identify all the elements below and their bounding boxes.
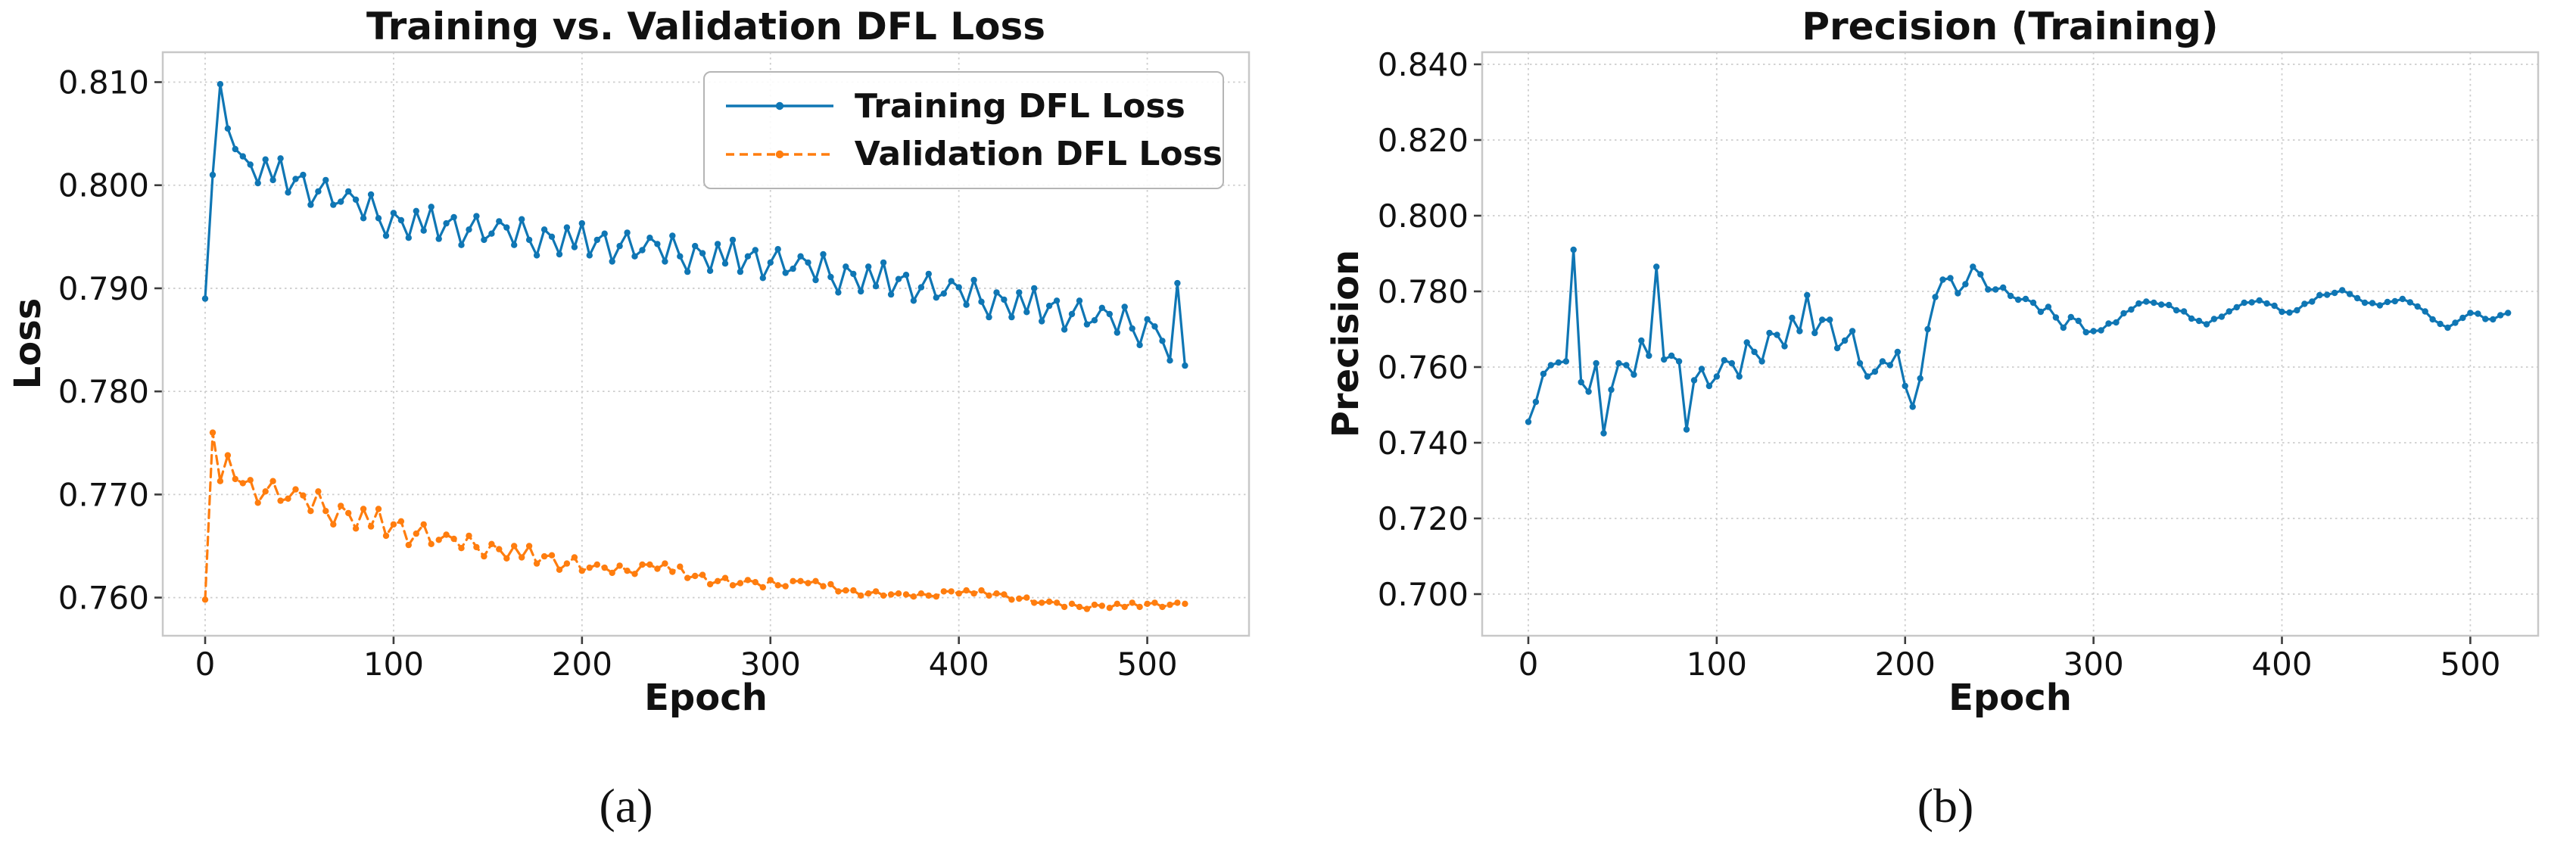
series-line-validation-dfl-loss: [204, 431, 1187, 611]
precision-y-tick-label: 0.780: [1378, 273, 1469, 310]
loss-x-tick-label: 500: [1117, 646, 1177, 683]
precision-y-tick-label: 0.840: [1378, 46, 1469, 83]
series-markers-precision: [1525, 246, 2512, 437]
loss-chart-title: Training vs. Validation DFL Loss: [366, 5, 1045, 48]
precision-y-tick-label: 0.700: [1378, 576, 1469, 613]
validation-line-swatch: [726, 150, 833, 159]
loss-legend: Training DFL Loss Validation DFL Loss: [703, 71, 1224, 189]
loss-plot-border: [161, 51, 1251, 637]
precision-x-tick-label: 0: [1519, 646, 1539, 683]
series-markers-validation-dfl-loss: [201, 429, 1188, 612]
precision-x-axis-label: Epoch: [1948, 677, 2072, 719]
legend-entry-validation: Validation DFL Loss: [723, 135, 1223, 173]
loss-x-tick-label: 100: [363, 646, 424, 683]
legend-label-validation: Validation DFL Loss: [854, 135, 1223, 174]
legend-entry-training: Training DFL Loss: [723, 87, 1223, 126]
precision-y-tick-label: 0.720: [1378, 500, 1469, 537]
training-line-swatch: [726, 101, 833, 110]
loss-y-tick-label: 0.780: [58, 373, 149, 410]
precision-chart-title: Precision (Training): [1802, 5, 2219, 48]
precision-x-tick-label: 300: [2064, 646, 2124, 683]
caption-b: (b): [1917, 779, 1974, 833]
legend-label-training: Training DFL Loss: [855, 86, 1185, 126]
loss-chart-canvas: 0 100 200 300 400 500 0.760 0.770 0.780 0.790 0.80…: [58, 51, 1251, 683]
validation-swatch-marker: [775, 150, 784, 159]
loss-y-tick-label: 0.760: [58, 580, 149, 617]
loss-y-tick-label: 0.790: [58, 270, 149, 307]
loss-y-tick-label: 0.770: [58, 476, 149, 513]
series-markers-training-dfl-loss: [201, 81, 1188, 369]
loss-x-axis-label: Epoch: [644, 677, 768, 719]
precision-y-tick-label: 0.820: [1378, 122, 1469, 159]
precision-y-tick-label: 0.740: [1378, 425, 1469, 462]
precision-x-tick-label: 400: [2251, 646, 2312, 683]
precision-chart-canvas: 0 100 200 300 400 500 0.700 0.720 0.740 0.760 0.78…: [1378, 46, 2540, 683]
precision-x-tick-label: 100: [1687, 646, 1747, 683]
loss-x-tick-label: 0: [195, 646, 216, 683]
loss-x-tick-label: 300: [740, 646, 801, 683]
loss-x-tick-label: 400: [929, 646, 989, 683]
precision-plot-border: [1481, 51, 2540, 637]
precision-y-tick-label: 0.800: [1378, 198, 1469, 235]
loss-y-axis-label: Loss: [7, 297, 49, 390]
caption-a: (a): [599, 779, 653, 833]
precision-x-tick-label: 200: [1875, 646, 1936, 683]
loss-x-tick-label: 200: [552, 646, 612, 683]
training-swatch-marker: [775, 101, 784, 110]
precision-x-tick-label: 500: [2440, 646, 2500, 683]
series-line-precision: [1527, 248, 2509, 435]
precision-y-tick-label: 0.760: [1378, 349, 1469, 386]
precision-y-axis-label: Precision: [1325, 249, 1367, 438]
loss-y-tick-label: 0.800: [58, 167, 149, 204]
loss-y-tick-label: 0.810: [58, 64, 149, 101]
